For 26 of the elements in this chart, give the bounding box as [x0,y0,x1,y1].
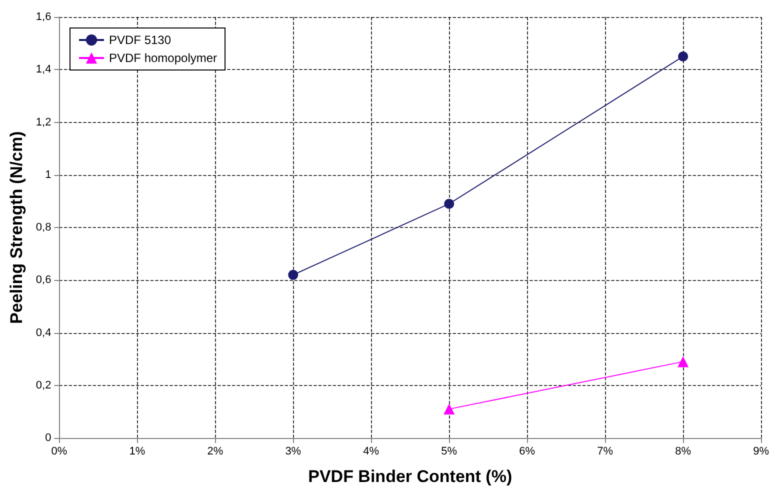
y-tick-label: 1,4 [36,64,52,76]
x-tick-label: 5% [441,446,458,458]
point [288,270,298,280]
x-tick-label: 4% [363,446,380,458]
point [678,51,688,62]
x-tick-label: 8% [675,446,692,458]
x-tick-label: 6% [519,446,536,458]
y-tick-label: 1 [45,168,52,181]
y-tick-label: 0,4 [36,326,52,339]
y-tick-label: 0,8 [36,222,52,234]
x-tick-label: 7% [597,446,614,458]
y-tick-label: 0 [45,432,52,444]
y-axis-title: Peeling Strength (N/cm) [7,131,26,324]
point [444,198,454,209]
legend-label: PVDF 5130 [109,33,172,47]
x-tick-label: 0% [51,446,68,458]
y-tick-label: 0,2 [36,379,52,392]
legend-label: PVDF homopolymer [109,51,218,65]
x-tick-label: 2% [207,446,224,458]
y-tick-label: 0,6 [36,274,52,286]
y-tick-label: 1,6 [36,11,52,23]
y-tick-label: 1,2 [36,116,52,128]
x-tick-label: 3% [285,446,302,458]
x-axis-title: PVDF Binder Content (%) [308,467,512,486]
x-tick-label: 9% [753,446,770,458]
x-tick-label: 1% [129,446,146,458]
